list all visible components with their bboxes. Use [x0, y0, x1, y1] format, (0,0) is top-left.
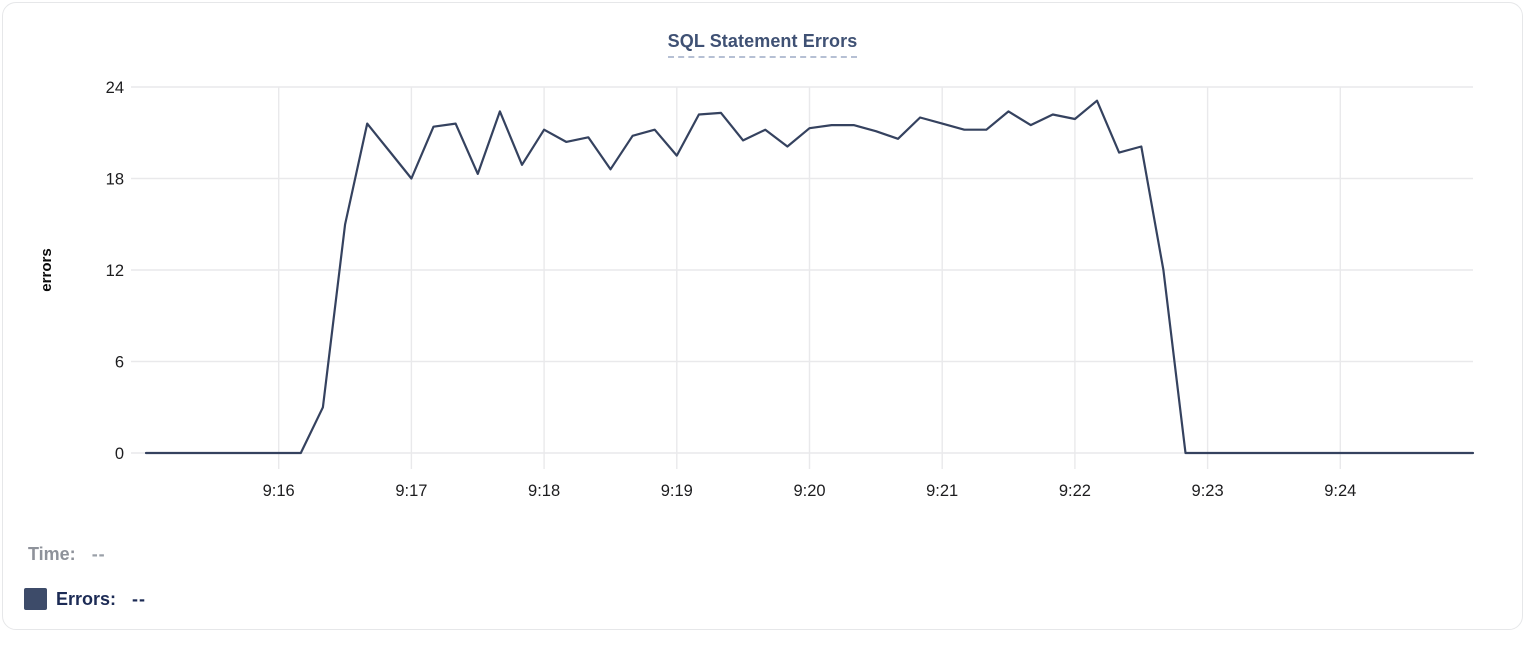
- x-tick-label: 9:23: [1192, 482, 1224, 500]
- x-tick-label: 9:22: [1059, 482, 1091, 500]
- errors-line: [144, 99, 1475, 455]
- y-tick-label: 18: [106, 171, 124, 189]
- y-axis-title: errors: [38, 248, 55, 291]
- chart-panel: SQL Statement Errors 0 6 12 18 24 9:16 9:17 9:1…: [2, 2, 1523, 630]
- x-tick-label: 9:21: [926, 482, 958, 500]
- y-tick-label: 0: [115, 445, 124, 463]
- errors-series-swatch: [24, 588, 47, 610]
- y-tick-label: 12: [106, 262, 124, 280]
- legend-errors-value: --: [132, 588, 147, 609]
- panel-header: SQL Statement Errors: [3, 31, 1522, 58]
- tooltip-time-label: Time:: [28, 544, 76, 564]
- x-tick-label: 9:24: [1324, 482, 1356, 500]
- x-tick-label: 9:19: [661, 482, 693, 500]
- legend-errors-row: Errors: --: [24, 588, 146, 610]
- x-tick-label: 9:16: [263, 482, 295, 500]
- grid-lines: [131, 86, 1473, 469]
- chart-title[interactable]: SQL Statement Errors: [667, 31, 858, 58]
- y-tick-label: 24: [106, 79, 124, 97]
- axis-labels: 0 6 12 18 24 9:16 9:17 9:18 9:19 9:20 9:21 9:22 9:23…: [38, 79, 1356, 500]
- tooltip-time-row: Time: --: [28, 544, 106, 565]
- x-tick-label: 9:17: [395, 482, 427, 500]
- x-tick-label: 9:18: [528, 482, 560, 500]
- y-tick-label: 6: [115, 354, 124, 372]
- chart-svg[interactable]: 0 6 12 18 24 9:16 9:17 9:18 9:19 9:20 9:21 9:22 9:23…: [3, 3, 1528, 515]
- x-tick-label: 9:20: [793, 482, 825, 500]
- tooltip-time-value: --: [91, 544, 106, 564]
- legend-errors-label: Errors:: [56, 588, 117, 609]
